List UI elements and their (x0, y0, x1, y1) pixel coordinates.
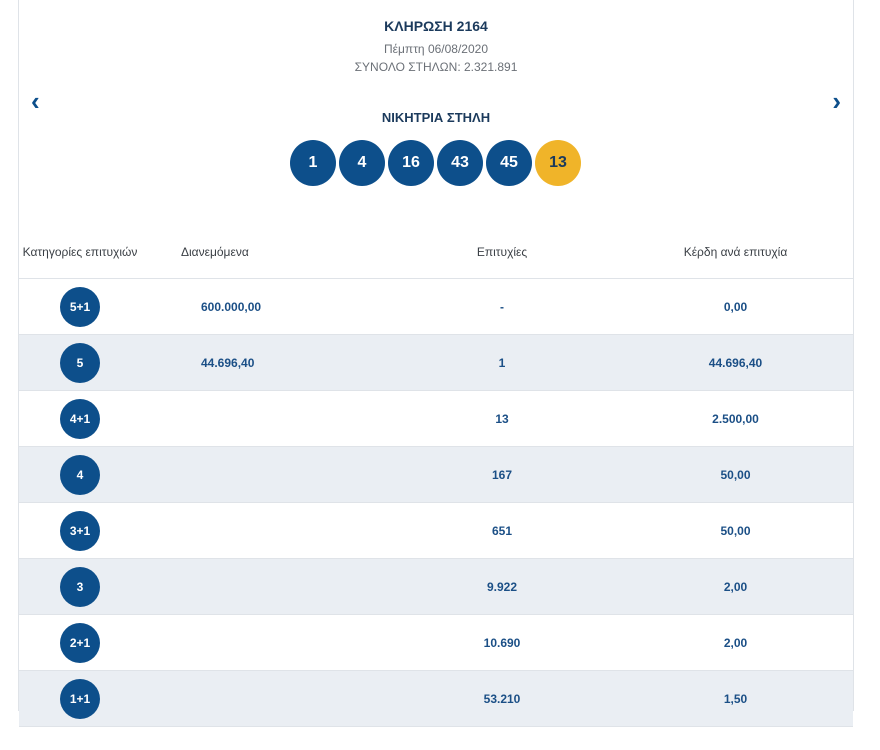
header-categories: Κατηγορίες επιτυχιών (19, 226, 141, 279)
category-cell: 5+1 (19, 278, 141, 335)
table-row: 2+1 10.690 2,00 (19, 614, 853, 671)
distributed-cell (141, 446, 386, 503)
table-row: 3 9.922 2,00 (19, 558, 853, 615)
category-cell: 3+1 (19, 502, 141, 559)
wins-cell: 13 (386, 390, 618, 447)
wins-cell: - (386, 278, 618, 335)
total-columns: ΣΥΝΟΛΟ ΣΤΗΛΩΝ: 2.321.891 (354, 60, 518, 74)
category-badge: 4+1 (60, 398, 100, 439)
distributed-cell (141, 670, 386, 727)
prize-table: Κατηγορίες επιτυχιών Διανεμόμενα Επιτυχί… (19, 226, 853, 727)
table-row: 4 167 50,00 (19, 446, 853, 503)
header-prize-per-win: Κέρδη ανά επιτυχία (618, 226, 853, 279)
category-badge: 2+1 (60, 622, 100, 663)
prize-cell: 1,50 (618, 670, 853, 727)
category-cell: 4+1 (19, 390, 141, 447)
category-cell: 4 (19, 446, 141, 503)
number-ball: 1 (290, 140, 336, 186)
distributed-cell (141, 390, 386, 447)
distributed-cell (141, 502, 386, 559)
wins-cell: 53.210 (386, 670, 618, 727)
prize-cell: 2.500,00 (618, 390, 853, 447)
category-badge: 5+1 (60, 286, 100, 327)
wins-cell: 1 (386, 334, 618, 391)
number-ball: 45 (486, 140, 532, 186)
table-header: Κατηγορίες επιτυχιών Διανεμόμενα Επιτυχί… (19, 226, 853, 279)
prize-cell: 0,00 (618, 278, 853, 335)
header-wins: Επιτυχίες (386, 226, 618, 279)
distributed-cell (141, 614, 386, 671)
prize-cell: 2,00 (618, 558, 853, 615)
category-badge: 1+1 (60, 678, 100, 719)
wins-cell: 10.690 (386, 614, 618, 671)
category-badge: 3 (60, 566, 100, 607)
number-ball: 16 (388, 140, 434, 186)
winning-numbers: 1 4 16 43 45 13 (290, 140, 581, 186)
next-draw-chevron-right-icon[interactable]: › (832, 86, 841, 116)
number-ball: 43 (437, 140, 483, 186)
previous-draw-chevron-left-icon[interactable]: ‹ (31, 86, 40, 116)
draw-date: Πέμπτη 06/08/2020 (383, 42, 488, 56)
table-row: 5+1 600.000,00 - 0,00 (19, 278, 853, 335)
distributed-cell: 44.696,40 (141, 334, 386, 391)
table-row: 1+1 53.210 1,50 (19, 670, 853, 727)
header-distributed: Διανεμόμενα (141, 226, 386, 279)
distributed-cell (141, 558, 386, 615)
category-cell: 3 (19, 558, 141, 615)
prize-cell: 50,00 (618, 502, 853, 559)
joker-ball: 13 (535, 140, 581, 186)
category-badge: 5 (60, 342, 100, 383)
wins-cell: 651 (386, 502, 618, 559)
category-cell: 2+1 (19, 614, 141, 671)
prize-cell: 44.696,40 (618, 334, 853, 391)
table-row: 4+1 13 2.500,00 (19, 390, 853, 447)
category-cell: 1+1 (19, 670, 141, 727)
table-row: 5 44.696,40 1 44.696,40 (19, 334, 853, 391)
wins-cell: 167 (386, 446, 618, 503)
prize-cell: 50,00 (618, 446, 853, 503)
table-row: 3+1 651 50,00 (19, 502, 853, 559)
winning-column-title: ΝΙΚΗΤΡΙΑ ΣΤΗΛΗ (381, 110, 491, 125)
distributed-cell: 600.000,00 (141, 278, 386, 335)
wins-cell: 9.922 (386, 558, 618, 615)
category-badge: 4 (60, 454, 100, 495)
prize-cell: 2,00 (618, 614, 853, 671)
draw-results-card: ΚΛΗΡΩΣΗ 2164 Πέμπτη 06/08/2020 ΣΥΝΟΛΟ ΣΤ… (18, 0, 854, 727)
category-badge: 3+1 (60, 510, 100, 551)
number-ball: 4 (339, 140, 385, 186)
category-cell: 5 (19, 334, 141, 391)
draw-title: ΚΛΗΡΩΣΗ 2164 (384, 18, 488, 34)
